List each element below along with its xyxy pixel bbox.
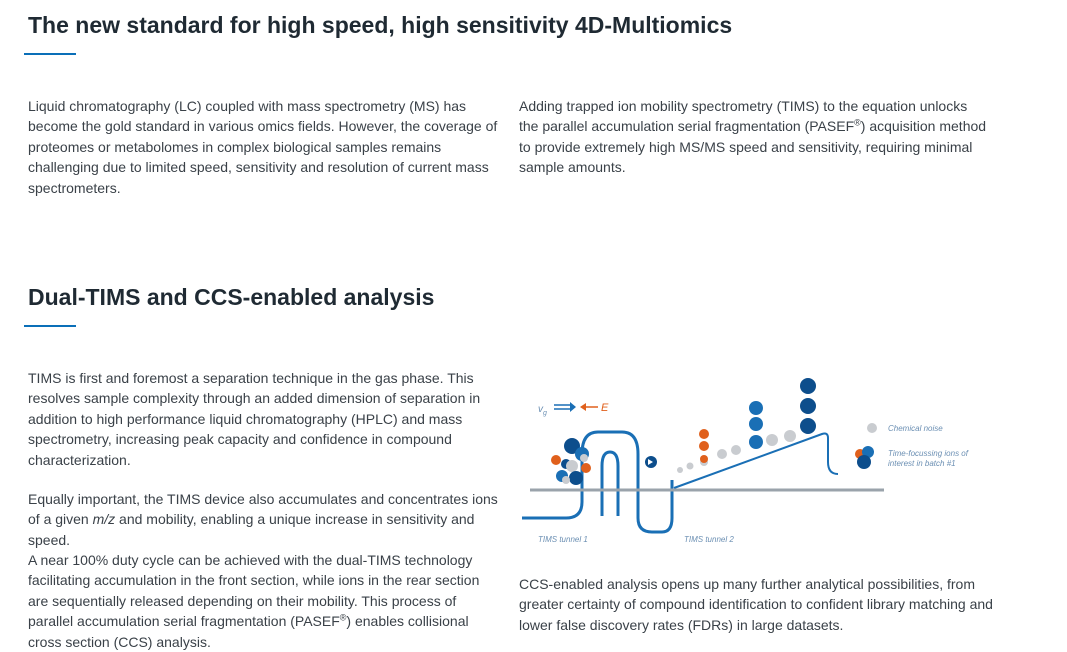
svg-text:Time-focussing ions of: Time-focussing ions of: [888, 449, 969, 458]
heading-underline: [24, 325, 76, 327]
tunnel-1-label: TIMS tunnel 1: [538, 535, 588, 544]
legend-time-focussing-ions: Time-focussing ions of interest in batch…: [855, 446, 969, 469]
section2-paragraph-1: TIMS is first and foremost a separation …: [28, 370, 481, 468]
e-label: E: [601, 402, 609, 414]
section2-paragraph-2: Equally important, the TIMS device also …: [28, 491, 498, 548]
section1-right-paragraph: Adding trapped ion mobility spectrometry…: [519, 98, 987, 176]
heading-underline: [24, 53, 76, 55]
tims-tunnel-2-outline: [673, 432, 839, 489]
section2-paragraph-3: A near 100% duty cycle can be achieved w…: [28, 552, 480, 650]
tunnel-2-label: TIMS tunnel 2: [684, 535, 734, 544]
tims-tunnel-1-inner: [600, 450, 620, 516]
svg-text:Chemical noise: Chemical noise: [888, 424, 943, 433]
legend-chemical-noise: Chemical noise: [867, 423, 943, 433]
section1-heading: The new standard for high speed, high se…: [28, 12, 733, 38]
dual-tims-diagram: vg E: [522, 378, 969, 544]
transfer-arrow-icon: [645, 456, 657, 468]
section1-left-paragraph: Liquid chromatography (LC) coupled with …: [28, 98, 498, 196]
figure-caption: CCS-enabled analysis opens up many furth…: [519, 576, 993, 633]
section2-heading: Dual-TIMS and CCS-enabled analysis: [28, 284, 435, 310]
gas-flow-arrow-icon: [554, 402, 576, 412]
ion-stream-tunnel-2: [677, 378, 816, 473]
tims-tunnel-1-outline: [522, 430, 674, 534]
svg-text:interest in batch #1: interest in batch #1: [888, 459, 956, 468]
ion-cluster-tunnel-1: [551, 438, 591, 485]
field-arrow-icon: [580, 403, 598, 411]
vg-label: vg: [538, 404, 547, 417]
